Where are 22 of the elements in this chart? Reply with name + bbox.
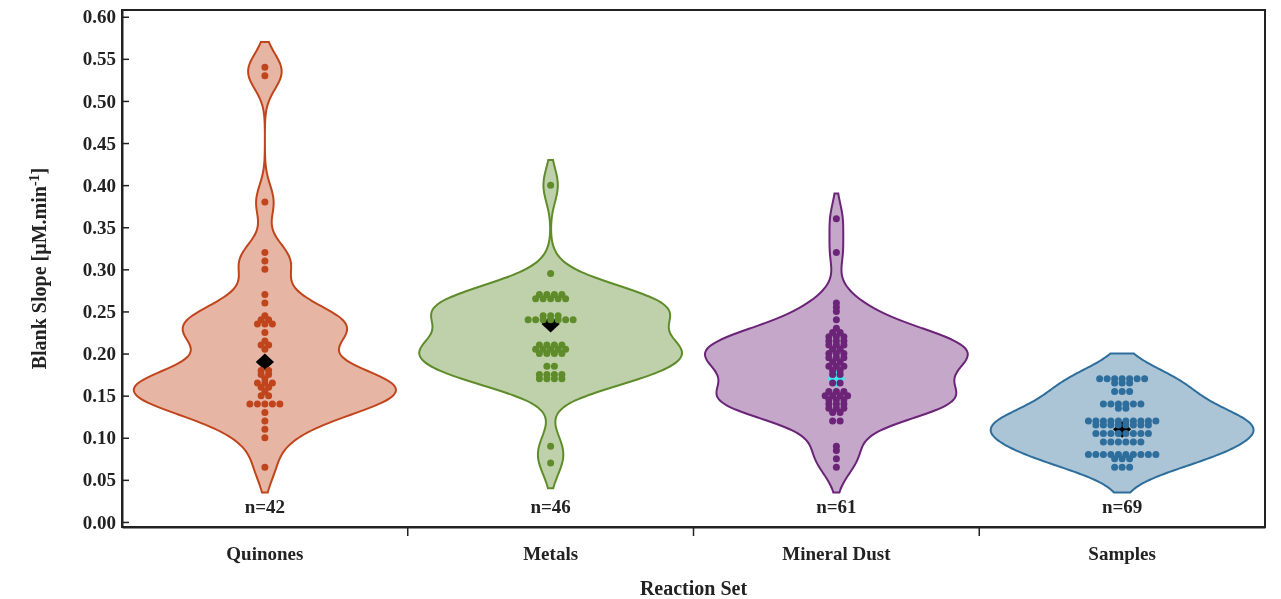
y-tick-label: 0.10 xyxy=(82,427,116,449)
annotation: n=69 xyxy=(1101,496,1143,517)
y-tick-label: 0.40 xyxy=(82,174,116,196)
x-tick-label: Samples xyxy=(1088,543,1156,565)
x-tick-label: Quinones xyxy=(226,543,304,565)
annotation: n=61 xyxy=(816,496,857,517)
y-tick-label: 0.45 xyxy=(82,132,116,154)
y-tick-label: 0.05 xyxy=(82,469,116,491)
x-tick-label: Mineral Dust xyxy=(782,543,892,565)
y-tick-label: 0.55 xyxy=(82,48,116,70)
y-tick-label: 0.35 xyxy=(82,216,116,238)
y-tick-label: 0.30 xyxy=(82,258,116,280)
y-tick-label: 0.15 xyxy=(82,385,116,407)
y-tick-label: 0.20 xyxy=(82,343,116,365)
x-tick-label: Metals xyxy=(523,543,579,565)
x-axis-title: Reaction Set xyxy=(639,577,748,599)
y-tick-label: 0.50 xyxy=(82,90,116,112)
annotation: n=42 xyxy=(244,496,286,517)
y-tick-label: 0.00 xyxy=(82,511,116,533)
y-tick-label: 0.60 xyxy=(82,6,116,28)
annotation: n=46 xyxy=(530,496,571,517)
y-tick-label: 0.25 xyxy=(82,301,116,323)
